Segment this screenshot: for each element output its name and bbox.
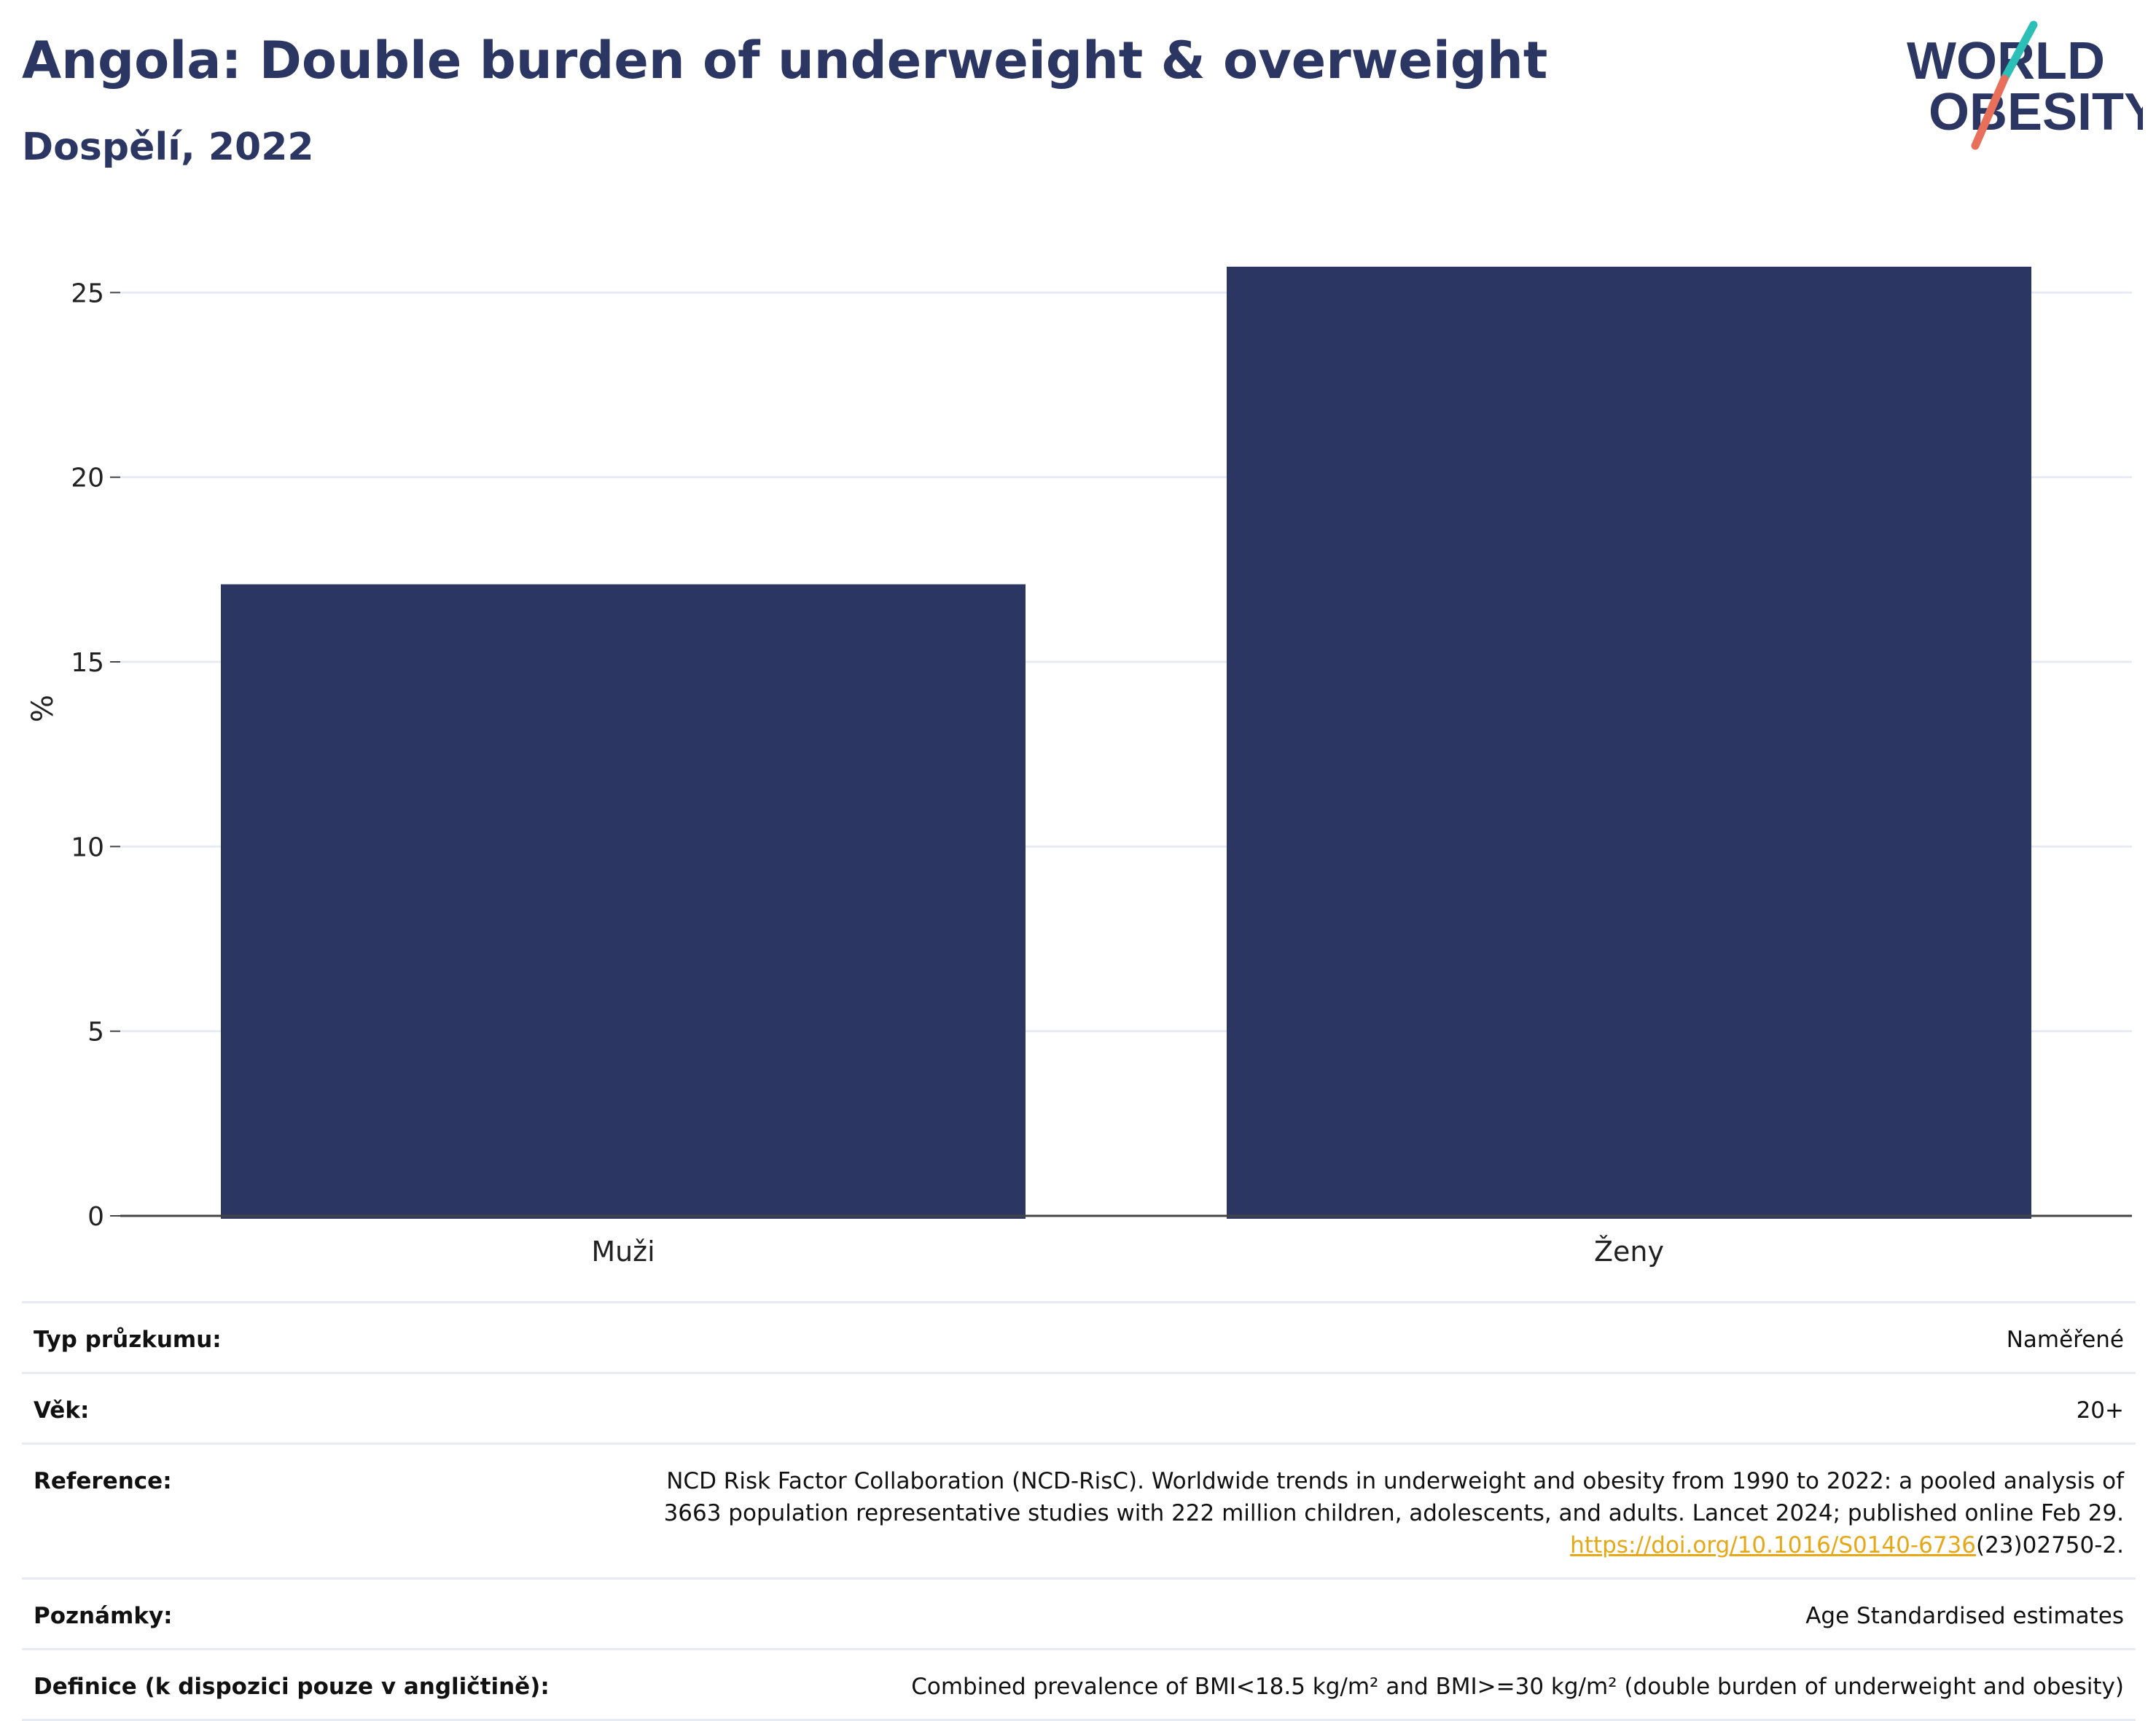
info-value: Age Standardised estimates bbox=[1805, 1603, 2124, 1630]
world-obesity-logo: WORLD OBESITY bbox=[1907, 20, 2143, 150]
y-tick-label: 0 bbox=[87, 1202, 104, 1232]
x-tick-label: Muži bbox=[591, 1236, 655, 1268]
x-tick-label: Ženy bbox=[1594, 1236, 1664, 1268]
info-label: Věk: bbox=[34, 1397, 90, 1424]
reference-doi-link[interactable]: https://doi.org/10.1016/S0140-6736 bbox=[1570, 1532, 1976, 1559]
logo-slash-bottom bbox=[1971, 74, 2009, 150]
info-table: Typ průzkumu: Naměřené Věk: 20+ Referenc… bbox=[22, 1301, 2136, 1721]
y-tick-label: 10 bbox=[71, 832, 104, 862]
bar-women[interactable] bbox=[1227, 266, 2031, 1219]
y-tick-label: 25 bbox=[71, 278, 104, 308]
info-row-age: Věk: 20+ bbox=[22, 1374, 2136, 1445]
info-value: Combined prevalence of BMI<18.5 kg/m² an… bbox=[911, 1674, 2124, 1701]
page-title: Angola: Double burden of underweight & o… bbox=[22, 31, 1548, 90]
bars bbox=[221, 266, 2031, 1219]
info-label: Poznámky: bbox=[34, 1603, 173, 1630]
info-row-definition: Definice (k dispozici pouze v angličtině… bbox=[22, 1650, 2136, 1721]
page-subtitle: Dospělí, 2022 bbox=[22, 125, 314, 169]
logo-text-obesity: OBESITY bbox=[1929, 83, 2143, 141]
y-tick-label: 20 bbox=[71, 464, 104, 493]
info-value-reference: NCD Risk Factor Collaboration (NCD-RisC)… bbox=[664, 1465, 2124, 1561]
reference-doi-suffix: (23)02750-2. bbox=[1975, 1532, 2124, 1559]
info-value: 20+ bbox=[2076, 1397, 2124, 1424]
info-row-survey-type: Typ průzkumu: Naměřené bbox=[22, 1303, 2136, 1375]
axes: 0 5 10 15 20 25 Muži Ženy bbox=[71, 278, 2132, 1268]
info-label: Reference: bbox=[34, 1468, 172, 1495]
logo-slash-top bbox=[2000, 20, 2038, 83]
y-tick-label: 15 bbox=[71, 648, 104, 678]
reference-text-line2: 3663 population representative studies w… bbox=[663, 1500, 2124, 1527]
bar-men[interactable] bbox=[221, 584, 1026, 1219]
reference-text-line1: NCD Risk Factor Collaboration (NCD-RisC)… bbox=[666, 1468, 2124, 1495]
info-label: Definice (k dispozici pouze v angličtině… bbox=[34, 1674, 550, 1701]
info-row-notes: Poznámky: Age Standardised estimates bbox=[22, 1580, 2136, 1651]
info-label: Typ průzkumu: bbox=[34, 1327, 222, 1353]
info-row-reference: Reference: NCD Risk Factor Collaboration… bbox=[22, 1445, 2136, 1580]
y-axis-title: % bbox=[26, 695, 60, 722]
y-tick-label: 5 bbox=[87, 1018, 104, 1047]
info-value: Naměřené bbox=[2006, 1327, 2124, 1353]
bar-chart: 0 5 10 15 20 25 Muži Ženy % bbox=[26, 266, 2132, 1268]
